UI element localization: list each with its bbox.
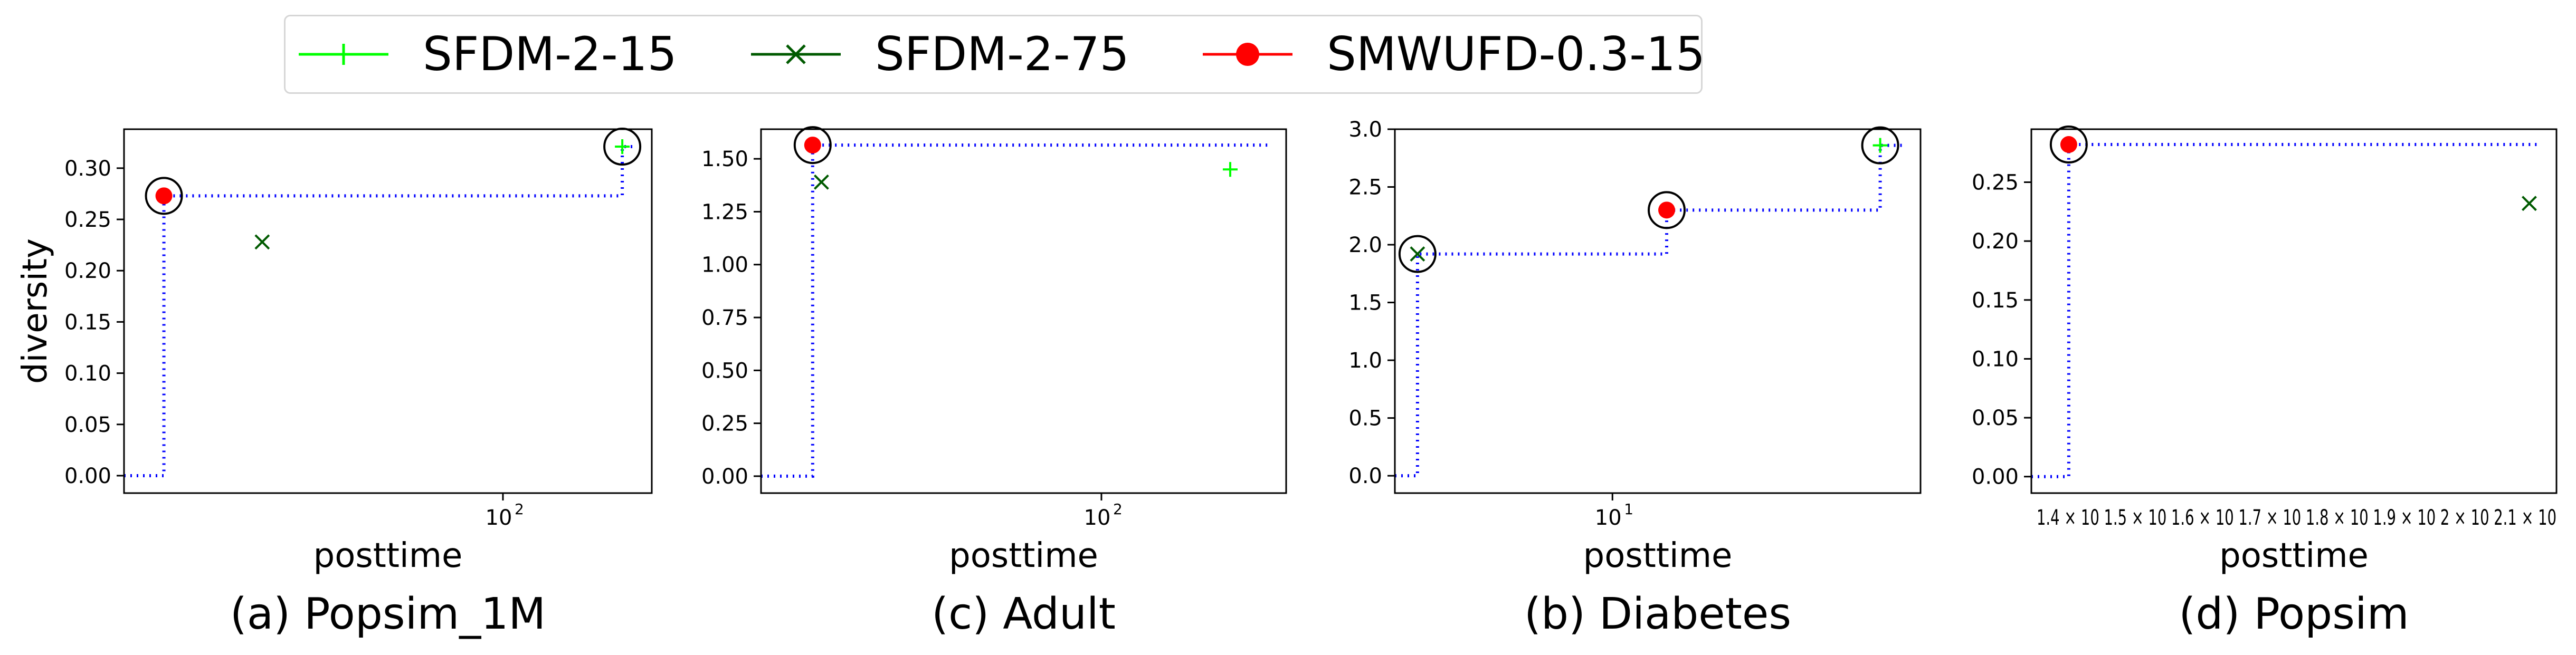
x-marker — [813, 174, 829, 190]
frontier-point-ring — [145, 177, 183, 215]
y-tick-label: 0.20 — [64, 259, 111, 283]
frontier-point-ring — [1398, 235, 1437, 273]
y-tick-label: 1.25 — [701, 200, 748, 224]
y-tick-label: 0.75 — [701, 306, 748, 330]
y-tick-label: 0.00 — [64, 464, 111, 488]
plot-frame — [2030, 128, 2558, 494]
y-tick-label: 0.25 — [1972, 170, 2019, 195]
y-axis-label: diversity — [16, 238, 55, 384]
y-tick-label: 1.5 — [1348, 291, 1382, 315]
x-tick-exponent: 2 — [515, 500, 524, 518]
frontier-line — [124, 145, 636, 477]
frontier-point-ring — [793, 126, 832, 165]
x-tick-exponent: 2 — [1113, 500, 1123, 518]
plot-frame — [760, 128, 1287, 494]
chart-panel-2: 0.00 0.25 0.50 0.75 1.00 1.25 1.50 10 2 posttime (… — [701, 126, 1287, 639]
data-point-smwufd-0-3-15 — [2060, 136, 2077, 153]
x-marker — [1410, 246, 1425, 262]
x-tick-label: 10 — [486, 506, 512, 530]
y-tick-label: 0.30 — [64, 157, 111, 181]
y-tick-label: 1.0 — [1348, 349, 1382, 373]
data-point-sfdm-2-75 — [2522, 196, 2537, 211]
legend: SFDM-2-15 SFDM-2-75 SMWUFD-0.3-15 — [284, 15, 1706, 94]
frontier-line — [761, 143, 1270, 478]
frontier-line — [1395, 143, 1905, 478]
y-tick-label: 0.25 — [64, 208, 111, 232]
y-tick-label: 0.00 — [701, 465, 748, 489]
plot-frame — [1394, 128, 1922, 494]
y-tick-label: 0.15 — [1972, 288, 2019, 313]
y-tick-label: 2.5 — [1348, 176, 1382, 200]
data-point-smwufd-0-3-15 — [1658, 201, 1676, 219]
frontier-point-ring — [1861, 126, 1899, 165]
plus-marker-icon — [299, 44, 388, 65]
data-point-sfdm-2-15 — [1223, 162, 1238, 177]
subplot-title: (b) Diabetes — [1524, 589, 1791, 639]
y-tick-label: 0.0 — [1348, 464, 1382, 488]
subplot-title: (c) Adult — [931, 589, 1116, 639]
data-point-smwufd-0-3-15 — [804, 137, 821, 154]
frontier-point-ring — [2049, 126, 2088, 164]
chart-panel-4: 0.00 0.05 0.10 0.15 0.20 0.25 1.4 × 10 1.5 × 1… — [1972, 126, 2558, 639]
y-tick-label: 0.5 — [1348, 407, 1382, 431]
legend-label: SFDM-2-15 — [423, 27, 677, 81]
x-axis-label: posttime — [949, 536, 1098, 575]
frontier-point-ring — [1648, 191, 1686, 229]
chart-panel-3: 0.0 0.5 1.0 1.5 2.0 2.5 3.0 10 1 posttime (b) Diab… — [1348, 118, 1922, 639]
subplot-title: (a) Popsim_1M — [230, 589, 546, 639]
y-tick-label: 0.10 — [64, 362, 111, 386]
x-tick-label: 10 — [1084, 506, 1111, 530]
subplot-title: (d) Popsim — [2179, 589, 2409, 639]
y-tick-label: 0.50 — [701, 359, 748, 383]
x-marker-icon — [751, 44, 841, 64]
y-tick-label: 0.05 — [64, 413, 111, 437]
y-tick-label: 0.25 — [701, 412, 748, 436]
data-point-smwufd-0-3-15 — [155, 187, 173, 205]
y-tick-label: 0.10 — [1972, 347, 2019, 371]
y-tick-label: 1.50 — [701, 147, 748, 171]
y-tick-label: 0.05 — [1972, 406, 2019, 430]
dot-marker-icon — [1203, 43, 1292, 66]
y-tick-label: 0.20 — [1972, 229, 2019, 254]
legend-label: SFDM-2-75 — [875, 27, 1129, 81]
data-point-sfdm-2-15 — [615, 139, 630, 155]
x-marker — [2522, 196, 2537, 211]
y-tick-label: 0.00 — [1972, 465, 2019, 489]
chart-panel-1: 0.00 0.05 0.10 0.15 0.20 0.25 0.30 10 2 posttime d… — [16, 128, 653, 639]
x-axis-label: posttime — [1583, 536, 1733, 575]
data-point-sfdm-2-75 — [254, 234, 270, 250]
plot-frame — [123, 128, 653, 494]
x-tick-label: 10 — [1595, 506, 1622, 530]
frontier-line — [2031, 143, 2541, 478]
x-tick-labels: 1.4 × 10 1.5 × 10 1.6 × 10 1.7 × 10 1.8 … — [2037, 506, 2556, 530]
x-axis-label: posttime — [313, 536, 463, 575]
x-tick-exponent: 1 — [1624, 500, 1633, 518]
y-tick-label: 2.0 — [1348, 233, 1382, 257]
x-axis-label: posttime — [2219, 536, 2369, 575]
y-tick-label: 1.00 — [701, 253, 748, 277]
legend-label: SMWUFD-0.3-15 — [1327, 27, 1706, 81]
x-marker — [254, 234, 270, 250]
data-point-sfdm-2-75 — [813, 174, 829, 190]
data-point-sfdm-2-15 — [1872, 138, 1888, 153]
data-point-sfdm-2-75 — [1410, 246, 1425, 262]
y-tick-label: 3.0 — [1348, 118, 1382, 142]
y-tick-label: 0.15 — [64, 310, 111, 334]
